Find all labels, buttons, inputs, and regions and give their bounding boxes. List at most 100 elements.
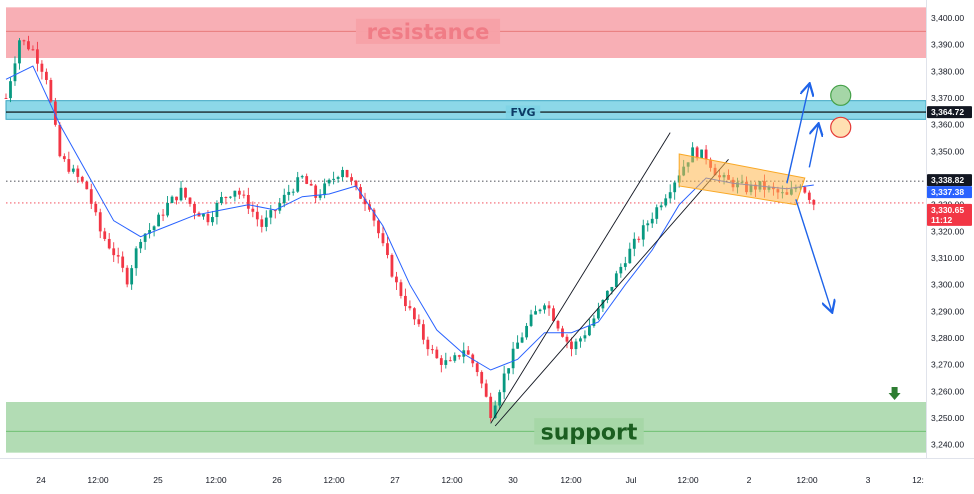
- y-tick-label: 3,270.00: [931, 360, 964, 370]
- candle-body: [552, 308, 555, 322]
- candle-body: [233, 190, 237, 197]
- candle-body: [134, 248, 138, 269]
- candle-body: [170, 196, 174, 203]
- price-badge: [927, 174, 972, 187]
- candle-body: [372, 209, 376, 221]
- candle-body: [430, 349, 434, 351]
- candle-body: [228, 196, 232, 198]
- zone-label-bg-support: [534, 418, 644, 445]
- channel-line: [494, 159, 729, 427]
- candle-body: [116, 255, 120, 257]
- candle-body: [67, 159, 71, 172]
- candle-body: [646, 223, 650, 226]
- candle-body: [363, 198, 367, 205]
- candle-body: [659, 205, 663, 208]
- candle-body: [386, 243, 389, 256]
- candle-body: [807, 192, 811, 200]
- candle-body: [404, 295, 407, 307]
- candle-body: [565, 336, 569, 342]
- candle-body: [650, 218, 654, 224]
- candle-body: [574, 341, 578, 350]
- candle-body: [220, 197, 223, 204]
- candle-body: [516, 342, 520, 349]
- y-tick-label: 3,240.00: [931, 440, 964, 450]
- candle-body: [148, 230, 152, 234]
- candle-body: [664, 198, 668, 206]
- candle-body: [493, 405, 497, 418]
- moving-average-line: [5, 65, 814, 371]
- candle-body: [143, 233, 147, 242]
- candle-body: [812, 199, 816, 205]
- zone-label-resistance: resistance: [367, 20, 490, 44]
- price-badge-label: 3,330.65: [931, 205, 964, 215]
- candle-body: [211, 217, 214, 223]
- candle-body: [287, 191, 291, 195]
- candle-body: [412, 308, 416, 320]
- candle-body: [246, 195, 250, 209]
- y-tick-label: 3,290.00: [931, 306, 964, 316]
- candle-body: [489, 396, 493, 418]
- candle-body: [49, 79, 53, 102]
- candle-body: [426, 339, 430, 350]
- candle-body: [237, 190, 241, 195]
- candle-body: [803, 187, 807, 193]
- candle-body: [395, 276, 398, 283]
- candle-body: [623, 263, 627, 267]
- candle-body: [592, 318, 596, 326]
- x-tick-label: 25: [153, 475, 163, 485]
- y-axis-panel: [926, 0, 974, 458]
- x-tick-label: 27: [390, 475, 400, 485]
- candle-body: [610, 286, 614, 291]
- candle-body: [269, 210, 273, 218]
- candle-body: [242, 194, 246, 196]
- candle-body: [336, 177, 340, 179]
- candle-body: [166, 202, 169, 216]
- candle-body: [152, 226, 156, 231]
- candle-body: [255, 211, 259, 220]
- candle-body: [332, 178, 336, 180]
- candle-body: [125, 267, 129, 285]
- candle-body: [368, 204, 371, 210]
- candle-body: [453, 355, 457, 361]
- y-tick-label: 3,320.00: [931, 226, 964, 236]
- zone-label-fvg: FVG: [510, 106, 535, 119]
- y-tick-label: 3,260.00: [931, 386, 964, 396]
- candle-body: [502, 373, 506, 393]
- candle-body: [538, 309, 542, 312]
- candle-body: [161, 214, 165, 216]
- candle-body: [534, 311, 537, 315]
- candle-body: [601, 300, 605, 309]
- candle-body: [300, 176, 304, 178]
- candle-body: [588, 325, 591, 336]
- candle-body: [381, 233, 385, 244]
- candle-body: [107, 238, 111, 249]
- candle-body: [112, 248, 116, 256]
- candle-body: [605, 290, 609, 301]
- y-tick-label: 3,360.00: [931, 120, 964, 130]
- candle-body: [700, 149, 704, 159]
- candle-body: [570, 341, 573, 350]
- candle-body: [668, 192, 672, 199]
- x-tick-label: 12:00: [323, 475, 345, 485]
- candle-body: [188, 197, 192, 204]
- candle-body: [121, 256, 125, 268]
- candle-body: [435, 349, 439, 359]
- candle-body: [475, 363, 479, 373]
- series-layer: [4, 35, 816, 422]
- candle-body: [282, 194, 286, 204]
- candle-body: [175, 196, 178, 201]
- x-tick-label: 12:00: [87, 475, 109, 485]
- zone-layer: resistance FVG support: [5, 7, 927, 453]
- candle-body: [130, 268, 134, 285]
- price-badge-time: 11:12: [931, 215, 953, 225]
- candle-body: [529, 314, 533, 326]
- candle-body: [543, 305, 546, 310]
- x-tick-label: 12:00: [560, 475, 582, 485]
- candle-body: [484, 383, 488, 397]
- candle-body: [179, 187, 183, 201]
- candle-body: [31, 49, 35, 51]
- candle-body: [76, 168, 80, 177]
- candle-body: [71, 168, 75, 172]
